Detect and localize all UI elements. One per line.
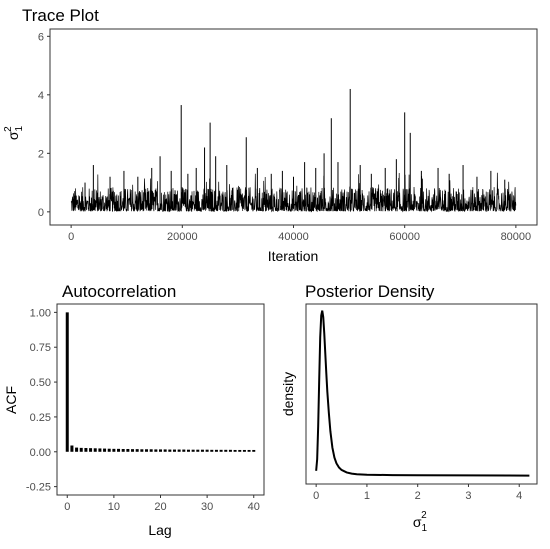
acf-bar [89,448,93,452]
acf-bar [214,449,218,452]
svg-text:σ12: σ12 [3,125,25,140]
density-x-axis-sub: 1 [422,523,428,534]
trace-spikes [84,88,506,209]
acf-y-tick-label: 1.00 [30,307,51,319]
acf-y-tick-label: 0.75 [30,342,51,354]
trace-title: Trace Plot [22,6,99,25]
acf-x-tick-label: 40 [248,501,260,513]
density-x-axis-symbol: σ [413,514,422,530]
acf-bar [233,449,237,452]
density-x-ticks: 0 1 2 3 4 [313,484,522,502]
acf-y-tick-label: -0.25 [26,482,51,494]
acf-bar [79,447,83,452]
acf-bar [112,448,116,452]
autocorrelation-plot: Autocorrelation -0.25 0.00 0.25 0.50 0.75 1.0… [3,282,265,538]
acf-bar [140,449,144,452]
acf-bar [182,449,186,452]
acf-bar [98,448,102,452]
acf-bar [200,449,204,452]
density-x-tick-label: 4 [516,490,522,502]
density-x-axis-title: σ1 2 [413,510,428,534]
acf-y-axis-title: ACF [3,386,19,414]
acf-x-axis-title: Lag [148,522,171,538]
acf-bar [65,312,69,452]
acf-bar [238,449,242,452]
acf-bar [163,449,167,452]
acf-y-tick-label: 0.25 [30,412,51,424]
density-y-axis-title: density [280,372,296,416]
trace-x-tick-label: 0 [68,231,74,243]
trace-y-ticks: 0 2 4 6 [38,31,50,219]
acf-bar [252,449,256,452]
acf-bar [107,448,111,452]
acf-y-tick-label: 0.50 [30,377,51,389]
acf-bar [219,449,223,452]
acf-x-tick-label: 20 [154,501,166,513]
density-panel-frame [305,303,538,485]
acf-bar [168,449,172,452]
trace-y-tick-label: 4 [38,90,44,102]
trace-y-axis-sup: 2 [3,126,14,132]
acf-bar [177,449,181,452]
trace-y-tick-label: 2 [38,148,44,160]
acf-bar [191,449,195,452]
density-x-tick-label: 0 [313,490,319,502]
density-title: Posterior Density [305,282,435,301]
acf-bar [131,449,135,452]
acf-bars [65,312,256,452]
trace-plot: Trace Plot 0 2 4 6 0 20000 40000 60000 80000 It… [3,6,538,264]
acf-bar [186,449,190,452]
acf-bar [205,449,209,452]
acf-y-ticks: -0.25 0.00 0.25 0.50 0.75 1.00 [26,307,57,494]
density-curve [315,310,530,477]
trace-y-axis-symbol: σ [5,131,21,140]
trace-y-tick-label: 0 [38,207,44,219]
acf-panel-frame [56,303,265,496]
trace-x-tick-label: 20000 [167,231,198,243]
acf-bar [159,449,162,452]
acf-bar [196,449,200,452]
acf-bar [210,449,214,452]
trace-x-axis-title: Iteration [268,248,319,264]
density-x-tick-label: 1 [364,490,370,502]
acf-bar [70,445,74,452]
acf-bar [121,448,125,452]
acf-title: Autocorrelation [62,282,176,301]
trace-x-tick-label: 80000 [501,231,532,243]
trace-y-axis-sub: 1 [14,125,25,131]
acf-bar [224,449,228,452]
acf-bar [84,448,88,452]
trace-y-axis-title: σ12 [3,125,25,140]
acf-bar [154,449,158,452]
trace-x-ticks: 0 20000 40000 60000 80000 [68,225,531,243]
acf-bar [149,449,153,452]
density-x-tick-label: 3 [465,490,471,502]
acf-x-tick-label: 30 [201,501,213,513]
acf-bar [228,449,232,452]
density-x-axis-sup: 2 [421,510,427,521]
acf-bar [242,449,246,452]
acf-bar [103,448,107,452]
acf-bar [117,448,121,452]
acf-x-tick-label: 0 [64,501,70,513]
acf-bar [135,449,139,452]
trace-x-tick-label: 40000 [278,231,309,243]
trace-x-tick-label: 60000 [389,231,420,243]
svg-text:σ12: σ1 2 [413,510,428,534]
acf-bar [126,448,130,452]
acf-bar [93,448,97,452]
acf-bar [247,449,251,452]
acf-x-ticks: 0 10 20 30 40 [64,495,260,513]
acf-y-tick-label: 0.00 [30,447,51,459]
density-x-tick-label: 2 [415,490,421,502]
acf-bar [145,449,149,452]
trace-y-tick-label: 6 [38,31,44,43]
acf-bar [172,449,176,452]
acf-bar [75,447,79,452]
acf-x-tick-label: 10 [108,501,120,513]
